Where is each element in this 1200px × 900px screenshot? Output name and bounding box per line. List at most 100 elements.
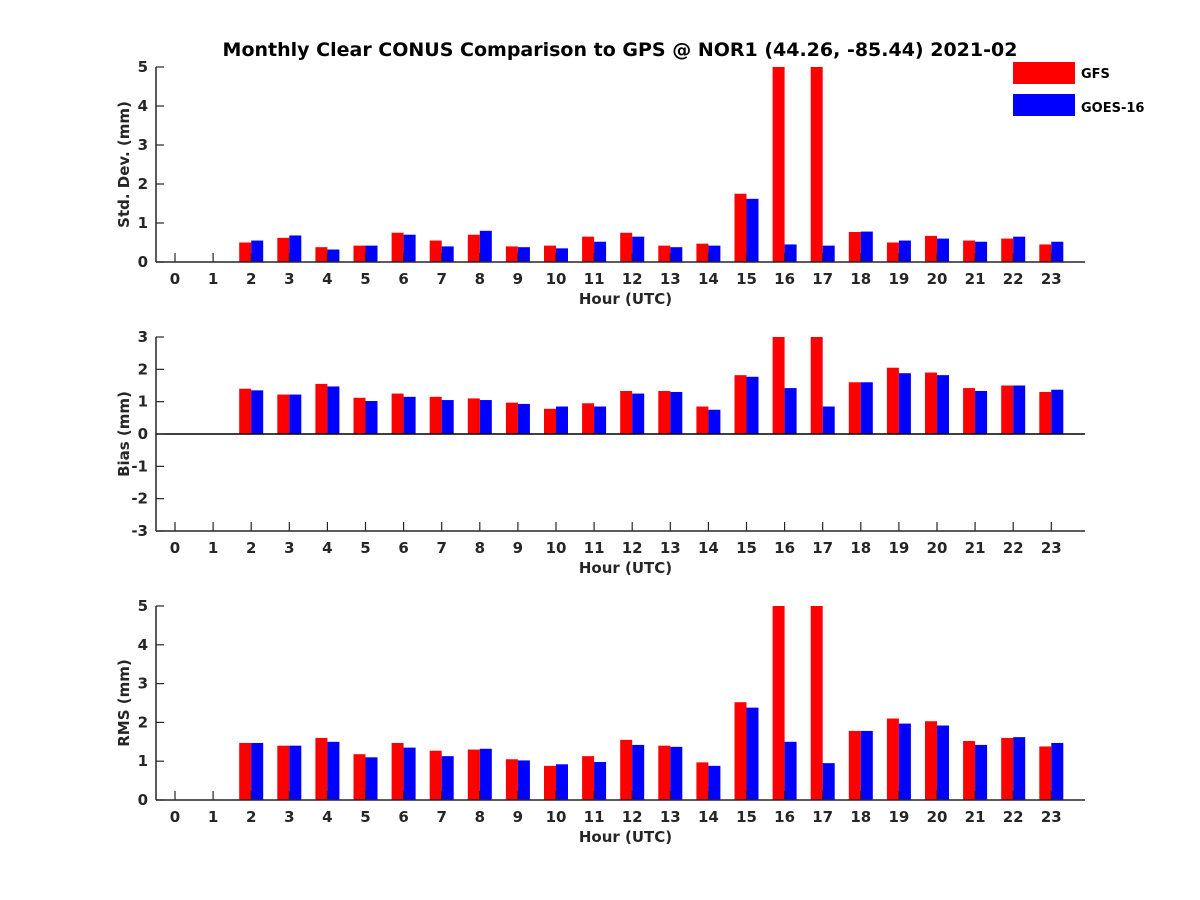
bar-gfs-hour-11: [582, 236, 595, 262]
bar-gfs-hour-16: [772, 606, 785, 800]
x-tick-label: 9: [513, 270, 523, 288]
bar-goes16-hour-19: [898, 240, 911, 262]
x-tick-label: 21: [965, 270, 986, 288]
x-tick-label: 13: [660, 270, 681, 288]
bar-gfs-hour-6: [391, 232, 404, 262]
y-tick-label: 5: [138, 58, 148, 76]
bar-goes16-hour-6: [403, 396, 416, 434]
bar-gfs-hour-4: [315, 383, 328, 434]
x-tick-label: 12: [622, 539, 643, 557]
x-tick-label: 9: [513, 539, 523, 557]
x-tick-label: 7: [436, 808, 446, 826]
bar-goes16-hour-23: [1051, 241, 1064, 262]
y-tick-label: 3: [138, 675, 148, 693]
x-tick-label: 3: [284, 539, 294, 557]
bar-gfs-hour-7: [429, 240, 442, 262]
x-tick-label: 20: [927, 270, 948, 288]
bar-goes16-hour-15: [746, 376, 759, 434]
x-axis-label: Hour (UTC): [579, 828, 672, 846]
x-tick-label: 1: [208, 808, 218, 826]
bar-gfs-hour-9: [505, 246, 518, 262]
bar-goes16-hour-21: [975, 390, 988, 434]
x-axis-label: Hour (UTC): [579, 290, 672, 308]
x-tick-label: 2: [246, 808, 256, 826]
bar-goes16-hour-11: [594, 761, 607, 800]
bar-goes16-hour-16: [784, 741, 797, 800]
bar-goes16-hour-18: [860, 231, 873, 262]
x-tick-label: 23: [1041, 808, 1062, 826]
bar-goes16-hour-4: [327, 249, 340, 262]
bar-goes16-hour-7: [441, 246, 454, 262]
x-tick-label: 7: [436, 270, 446, 288]
y-tick-label: 1: [138, 393, 148, 411]
x-tick-label: 2: [246, 270, 256, 288]
bar-goes16-hour-3: [289, 394, 302, 434]
bar-goes16-hour-9: [517, 247, 530, 262]
bar-gfs-hour-14: [696, 406, 709, 434]
bar-gfs-hour-3: [277, 237, 290, 262]
bar-goes16-hour-23: [1051, 389, 1064, 434]
y-tick-label: 5: [138, 597, 148, 615]
y-tick-label: 2: [138, 175, 148, 193]
y-tick-label: 2: [138, 360, 148, 378]
bar-gfs-hour-15: [734, 702, 747, 800]
bar-goes16-hour-17: [822, 406, 835, 434]
bar-gfs-hour-4: [315, 737, 328, 800]
bar-goes16-hour-16: [784, 388, 797, 434]
x-tick-label: 17: [812, 539, 833, 557]
bar-gfs-hour-2: [239, 242, 252, 262]
y-tick-label: 4: [138, 636, 148, 654]
x-tick-label: 21: [965, 808, 986, 826]
bar-gfs-hour-22: [1001, 737, 1014, 800]
x-tick-label: 1: [208, 270, 218, 288]
bar-gfs-hour-6: [391, 393, 404, 434]
bar-gfs-hour-5: [353, 397, 366, 434]
bar-goes16-hour-13: [670, 746, 683, 800]
legend-label-gfs: GFS: [1081, 67, 1110, 82]
x-tick-label: 18: [850, 270, 871, 288]
x-tick-label: 17: [812, 270, 833, 288]
chart-title: Monthly Clear CONUS Comparison to GPS @ …: [223, 39, 1018, 61]
bar-goes16-hour-6: [403, 747, 416, 800]
x-tick-label: 19: [888, 539, 909, 557]
bar-goes16-hour-22: [1013, 737, 1026, 800]
x-tick-label: 18: [850, 808, 871, 826]
bar-gfs-hour-21: [963, 388, 976, 434]
x-tick-label: 16: [774, 270, 795, 288]
bar-gfs-hour-2: [239, 742, 252, 800]
x-tick-label: 15: [736, 808, 757, 826]
bar-gfs-hour-16: [772, 67, 785, 262]
x-tick-label: 19: [888, 808, 909, 826]
bar-goes16-hour-21: [975, 241, 988, 262]
y-tick-label: -2: [131, 490, 148, 508]
bar-gfs-hour-8: [467, 749, 480, 800]
bar-gfs-hour-19: [886, 718, 899, 800]
x-tick-label: 4: [322, 539, 332, 557]
y-tick-label: 0: [138, 425, 148, 443]
bar-gfs-hour-17: [810, 337, 823, 434]
bar-gfs-hour-15: [734, 193, 747, 262]
bar-goes16-hour-12: [632, 236, 645, 262]
x-tick-label: 8: [475, 539, 485, 557]
legend: GFS GOES-16: [1013, 62, 1144, 116]
x-tick-label: 17: [812, 808, 833, 826]
bar-gfs-hour-18: [848, 382, 861, 434]
bar-gfs-hour-21: [963, 741, 976, 800]
bar-gfs-hour-4: [315, 247, 328, 262]
bar-goes16-hour-13: [670, 391, 683, 434]
y-axis-label: Bias (mm): [115, 391, 133, 477]
x-tick-label: 2: [246, 539, 256, 557]
x-tick-label: 6: [398, 539, 408, 557]
x-tick-label: 16: [774, 539, 795, 557]
x-tick-label: 4: [322, 270, 332, 288]
bar-gfs-hour-7: [429, 750, 442, 800]
bar-goes16-hour-3: [289, 745, 302, 800]
bar-goes16-hour-7: [441, 756, 454, 800]
y-tick-label: 0: [138, 253, 148, 271]
bar-gfs-hour-8: [467, 234, 480, 262]
bar-goes16-hour-9: [517, 760, 530, 800]
x-tick-label: 0: [170, 808, 180, 826]
